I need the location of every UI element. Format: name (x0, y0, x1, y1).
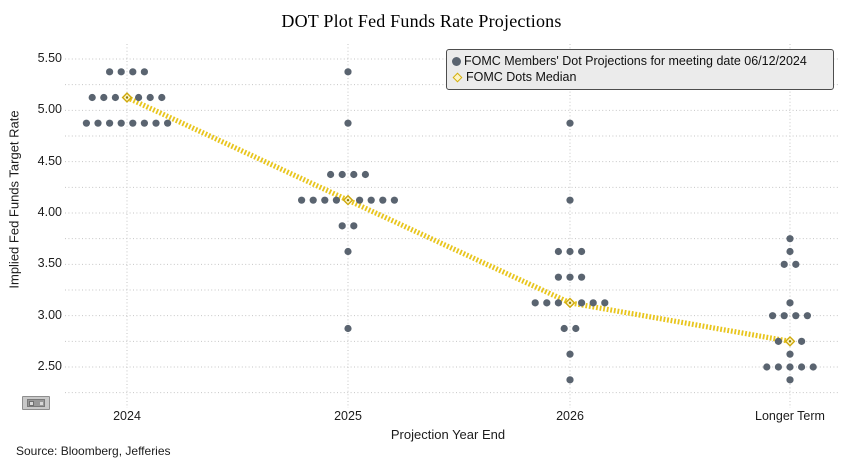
projection-dot (152, 119, 160, 127)
projection-dot (566, 350, 574, 358)
chart-options-icon (27, 399, 45, 407)
projection-dot (566, 376, 574, 384)
projection-dot (390, 196, 398, 204)
projection-dot (327, 170, 335, 179)
median-marker-icon (452, 72, 463, 82)
projection-dot (578, 299, 586, 307)
source-note: Source: Bloomberg, Jefferies (16, 444, 171, 458)
projection-dot (786, 363, 794, 371)
projection-dot (560, 324, 568, 333)
projection-dot (158, 93, 166, 102)
projection-dot (135, 93, 143, 102)
projection-dot (798, 337, 806, 345)
projection-dot (531, 299, 539, 307)
y-tick-label: 4.50 (37, 153, 62, 168)
projection-dot (566, 247, 574, 256)
projection-dot (338, 170, 346, 179)
projection-dot (298, 196, 306, 204)
legend-entry-dots-label: FOMC Members' Dot Projections for meetin… (464, 54, 807, 68)
projection-dot (129, 119, 137, 127)
projection-dot (792, 260, 800, 268)
projection-dot (344, 119, 352, 127)
legend-entry-median-label: FOMC Dots Median (466, 70, 577, 84)
projection-dot (769, 312, 777, 320)
projection-dot (111, 93, 119, 102)
projection-dot (309, 196, 317, 204)
projection-dot (566, 196, 574, 204)
projection-dot (763, 363, 771, 371)
y-tick-label: 4.00 (37, 205, 62, 219)
projection-dot (338, 222, 346, 230)
projection-dot (344, 68, 352, 76)
projection-dot (566, 273, 574, 281)
projection-dot (140, 119, 148, 127)
y-tick-label: 5.50 (37, 51, 62, 65)
projection-dot (321, 196, 329, 204)
y-tick-label: 2.50 (37, 359, 62, 373)
projection-dot (350, 222, 358, 230)
projection-dot (344, 247, 352, 256)
projection-dot (578, 273, 586, 281)
projection-dot (786, 350, 794, 358)
projection-dot (809, 363, 817, 371)
projection-dot (780, 260, 788, 268)
y-tick-label: 5.00 (37, 102, 62, 117)
x-tick-label: 2024 (113, 409, 141, 423)
projection-dot (543, 299, 551, 307)
projection-dot (780, 312, 788, 320)
projection-dot (88, 93, 96, 102)
legend-entry-dots: FOMC Members' Dot Projections for meetin… (452, 53, 828, 69)
legend-box: FOMC Members' Dot Projections for meetin… (446, 49, 834, 90)
projection-dot (361, 170, 369, 179)
projection-dot (578, 247, 586, 256)
y-tick-label: 3.00 (37, 307, 62, 322)
projection-dot (786, 247, 794, 256)
projection-dot (332, 196, 340, 204)
projection-dot (140, 68, 148, 76)
x-tick-label: Longer Term (755, 409, 825, 423)
projection-dot (350, 170, 358, 179)
projection-dot (601, 299, 609, 307)
projection-dot (146, 93, 154, 102)
x-axis-title: Projection Year End (390, 427, 506, 442)
projection-dot (82, 119, 90, 127)
chart-title: DOT Plot Fed Funds Rate Projections (281, 11, 562, 31)
projection-dot (786, 235, 794, 243)
projection-dot (106, 119, 114, 127)
projection-dot (117, 68, 125, 76)
projection-dot (367, 196, 375, 204)
legend-entry-median: FOMC Dots Median (452, 69, 828, 85)
projection-dot (117, 119, 125, 127)
projection-dot (803, 312, 812, 320)
projection-dot (572, 324, 580, 333)
dot-marker-icon (452, 56, 461, 66)
projection-dot (786, 376, 794, 384)
projection-dot (129, 68, 137, 76)
x-tick-label: 2025 (334, 409, 362, 423)
projection-dot (554, 247, 563, 256)
x-tick-label: 2026 (556, 409, 584, 423)
projection-dot (792, 312, 800, 320)
projection-dot (356, 196, 364, 204)
projection-dot (164, 119, 172, 127)
projection-dot (100, 93, 108, 102)
projection-dot (589, 299, 597, 307)
projection-dot (554, 299, 563, 307)
projection-dot (774, 337, 783, 345)
projection-dot (566, 119, 574, 127)
projection-dot (786, 299, 794, 307)
projection-dot (798, 363, 806, 371)
projection-dot (379, 196, 387, 204)
projection-dot (94, 119, 102, 127)
projection-dot (554, 273, 563, 281)
projection-dot (344, 324, 352, 333)
projection-dot (774, 363, 783, 371)
y-tick-label: 3.50 (37, 256, 62, 271)
projection-dot (106, 68, 114, 76)
chart-options-button[interactable] (22, 396, 50, 410)
